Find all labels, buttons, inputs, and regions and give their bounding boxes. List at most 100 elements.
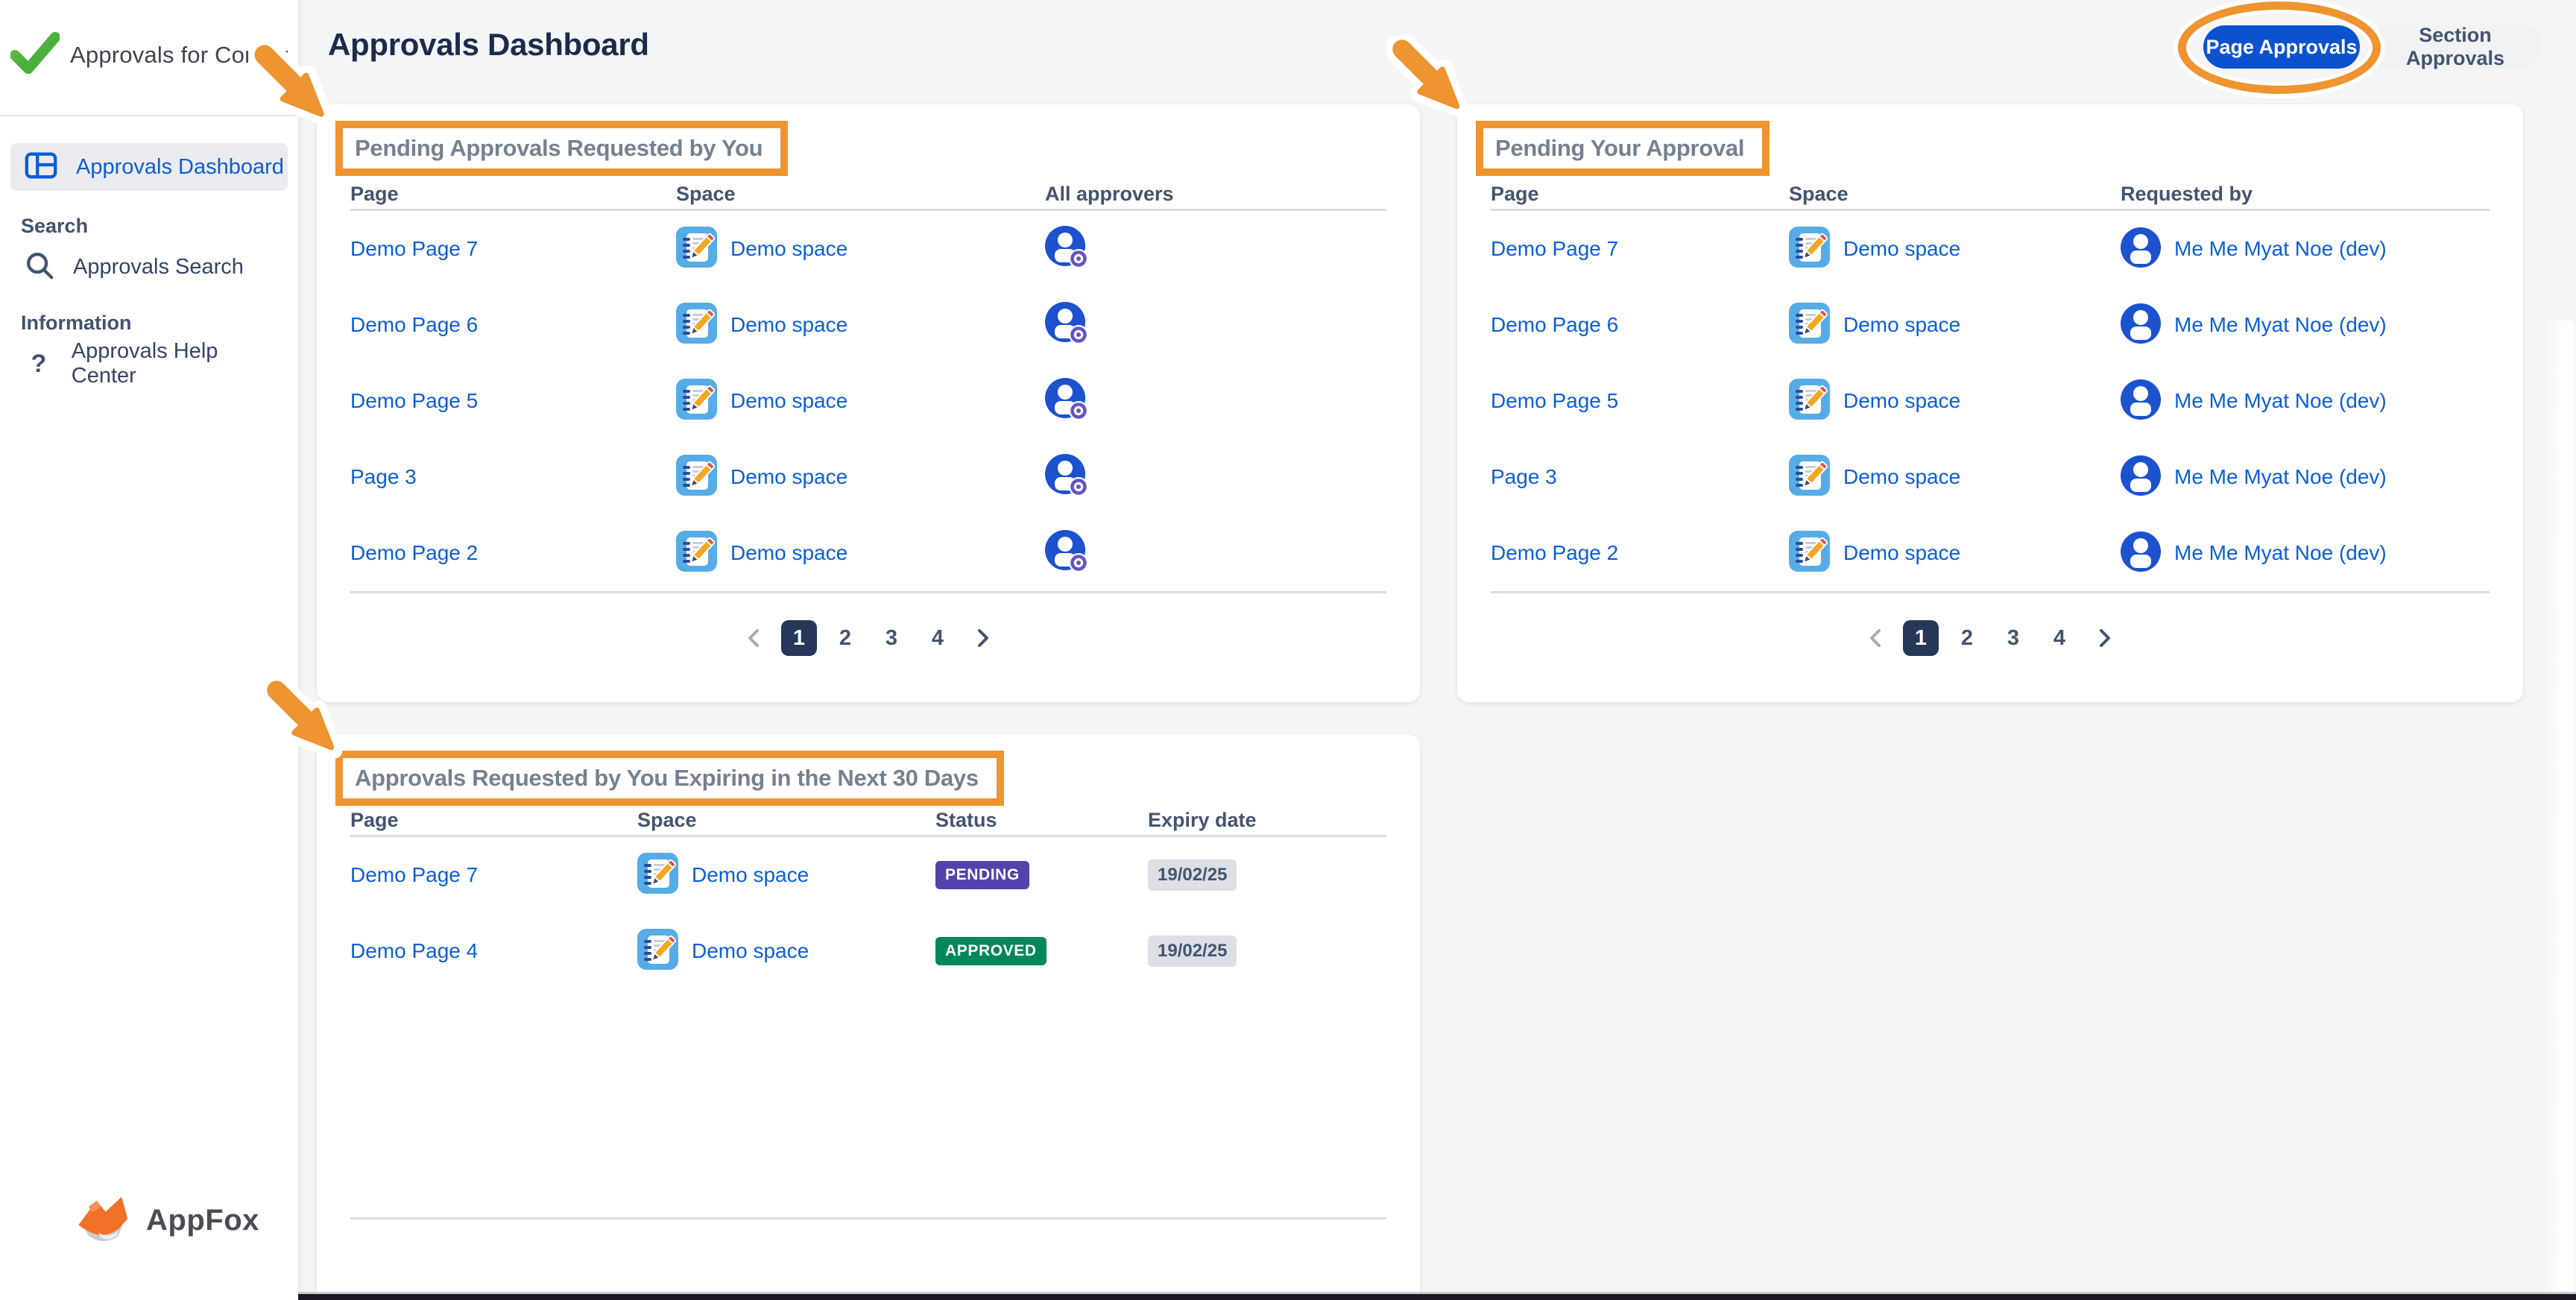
space-link[interactable]: Demo space (692, 939, 809, 962)
column-header-space: Space (676, 183, 736, 205)
search-icon (24, 250, 55, 285)
pending-your-approval-card: Pending Your Approval Page Space Request… (1457, 104, 2523, 702)
avatar-icon (2121, 303, 2161, 347)
chevron-left-icon[interactable] (1860, 620, 1892, 656)
space-cell: Demo space (1788, 302, 2121, 347)
table-body: Demo Page 7 Demo space Me Me Myat Noe (d… (1491, 211, 2490, 593)
table-header-row: Page Space All approvers (350, 183, 1386, 211)
requester-link[interactable]: Me Me Myat Noe (dev) (2174, 389, 2387, 412)
page-link[interactable]: Demo Page 6 (350, 313, 479, 336)
page-button-4[interactable]: 4 (920, 620, 956, 656)
window-bottom-edge (0, 1292, 2576, 1300)
annotation-box: Approvals Requested by You Expiring in t… (335, 751, 1004, 806)
sidebar: Approvals for Confluence Approvals Dashb… (0, 0, 298, 1300)
space-link[interactable]: Demo space (730, 313, 848, 336)
page-link[interactable]: Page 3 (1491, 465, 1557, 488)
chevron-right-icon[interactable] (966, 620, 999, 656)
appfox-brand: AppFox (75, 1193, 259, 1249)
space-cell: Demo space (675, 378, 1045, 423)
page-button-3[interactable]: 3 (1995, 620, 2031, 656)
sidebar-item-approvals-dashboard[interactable]: Approvals Dashboard (10, 143, 288, 191)
page-link[interactable]: Demo Page 2 (350, 541, 479, 564)
approvers-cell (1045, 530, 1386, 577)
page-approvals-button[interactable]: Page Approvals (2203, 25, 2360, 69)
page-link[interactable]: Page 3 (350, 465, 417, 488)
page-link[interactable]: Demo Page 2 (1491, 541, 1619, 564)
avatar-icon (2121, 531, 2161, 575)
page-link[interactable]: Demo Page 7 (350, 237, 479, 260)
requested-by-cell: Me Me Myat Noe (dev) (2121, 455, 2490, 499)
page-button-2[interactable]: 2 (1949, 620, 1985, 656)
space-link[interactable]: Demo space (1843, 541, 1961, 564)
notebook-pencil-icon (1788, 226, 1831, 271)
sidebar-item-approvals-help-center[interactable]: ? Approvals Help Center (10, 339, 288, 388)
approval-type-toggle: Page Approvals Section Approvals (2203, 24, 2543, 69)
requester-link[interactable]: Me Me Myat Noe (dev) (2174, 465, 2387, 488)
table-row: Demo Page 6 Demo space (350, 287, 1386, 363)
space-link[interactable]: Demo space (692, 863, 809, 886)
page-link[interactable]: Demo Page 7 (1491, 237, 1619, 260)
notebook-pencil-icon (637, 928, 679, 974)
page-link[interactable]: Demo Page 7 (350, 863, 479, 886)
page-link[interactable]: Demo Page 5 (350, 389, 479, 412)
page-link[interactable]: Demo Page 6 (1491, 313, 1619, 336)
app-logo: Approvals for Confluence (10, 31, 288, 78)
page-button-3[interactable]: 3 (874, 620, 909, 656)
chevron-left-icon[interactable] (738, 620, 771, 656)
scrollbar[interactable] (2546, 321, 2575, 1300)
table-row: Demo Page 5 Demo space (350, 363, 1386, 439)
avatar-pending-badge-icon[interactable] (1045, 302, 1088, 349)
column-header-page: Page (350, 809, 399, 831)
table-header-row: Page Space Requested by (1491, 183, 2490, 211)
page-button-4[interactable]: 4 (2042, 620, 2077, 656)
avatar-pending-badge-icon[interactable] (1045, 530, 1088, 577)
page-link[interactable]: Demo Page 5 (1491, 389, 1619, 412)
section-approvals-button[interactable]: Section Approvals (2367, 24, 2543, 69)
space-cell: Demo space (637, 852, 935, 897)
notebook-pencil-icon (1788, 302, 1831, 347)
space-link[interactable]: Demo space (1843, 389, 1961, 412)
fox-icon (75, 1193, 139, 1249)
space-cell: Demo space (675, 302, 1045, 347)
notebook-pencil-icon (1788, 530, 1831, 575)
space-cell: Demo space (637, 928, 935, 974)
pagination: 1 2 3 4 (350, 620, 1386, 656)
space-link[interactable]: Demo space (730, 541, 848, 564)
space-link[interactable]: Demo space (1843, 465, 1961, 488)
avatar-icon (2121, 379, 2161, 423)
page-button-1[interactable]: 1 (781, 620, 817, 656)
table-row: Demo Page 6 Demo space Me Me Myat Noe (d… (1491, 287, 2490, 363)
card-title: Approvals Requested by You Expiring in t… (355, 765, 979, 791)
sidebar-divider (0, 115, 298, 116)
table-body: Demo Page 7 Demo space PENDING 19/02/25 … (350, 837, 1386, 1219)
space-link[interactable]: Demo space (1843, 313, 1961, 336)
requester-link[interactable]: Me Me Myat Noe (dev) (2174, 541, 2387, 564)
column-header-page: Page (350, 183, 399, 205)
app-logo-text: Approvals for Confluence (70, 41, 288, 68)
page-link[interactable]: Demo Page 4 (350, 939, 479, 962)
avatar-pending-badge-icon[interactable] (1045, 226, 1088, 273)
avatar-pending-badge-icon[interactable] (1045, 454, 1088, 501)
expiry-date-chip: 19/02/25 (1148, 935, 1237, 967)
requester-link[interactable]: Me Me Myat Noe (dev) (2174, 237, 2387, 260)
space-link[interactable]: Demo space (1843, 237, 1961, 260)
chevron-right-icon[interactable] (2088, 620, 2121, 656)
column-header-expiry-date: Expiry date (1148, 809, 1257, 831)
space-link[interactable]: Demo space (730, 389, 848, 412)
space-link[interactable]: Demo space (730, 237, 848, 260)
sidebar-section-information: Information (21, 312, 132, 334)
avatar-pending-badge-icon[interactable] (1045, 378, 1088, 425)
requester-link[interactable]: Me Me Myat Noe (dev) (2174, 313, 2387, 336)
avatar-icon (2121, 227, 2161, 271)
sidebar-item-label: Approvals Dashboard (76, 154, 284, 179)
sidebar-item-approvals-search[interactable]: Approvals Search (10, 243, 288, 291)
space-link[interactable]: Demo space (730, 465, 848, 488)
page-button-1[interactable]: 1 (1903, 620, 1939, 656)
space-cell: Demo space (675, 454, 1045, 499)
page-button-2[interactable]: 2 (827, 620, 863, 656)
notebook-pencil-icon (675, 302, 718, 347)
table-row: Page 3 Demo space (350, 439, 1386, 515)
status-cell: PENDING (935, 861, 1148, 889)
card-title: Pending Your Approval (1495, 135, 1745, 161)
notebook-pencil-icon (1788, 378, 1831, 423)
